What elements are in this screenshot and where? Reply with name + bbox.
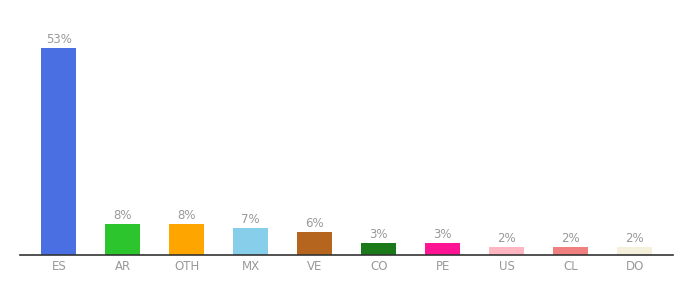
Text: 3%: 3% bbox=[434, 228, 452, 241]
Bar bbox=[41, 48, 76, 255]
Bar bbox=[105, 224, 140, 255]
Bar bbox=[425, 243, 460, 255]
Text: 2%: 2% bbox=[562, 232, 580, 245]
Bar bbox=[233, 228, 269, 255]
Text: 8%: 8% bbox=[177, 209, 196, 222]
Text: 7%: 7% bbox=[241, 213, 260, 226]
Text: 2%: 2% bbox=[498, 232, 516, 245]
Bar bbox=[554, 247, 588, 255]
Bar bbox=[617, 247, 652, 255]
Text: 2%: 2% bbox=[626, 232, 644, 245]
Bar bbox=[489, 247, 524, 255]
Text: 3%: 3% bbox=[369, 228, 388, 241]
Bar bbox=[297, 232, 333, 255]
Bar bbox=[361, 243, 396, 255]
Text: 8%: 8% bbox=[114, 209, 132, 222]
Text: 6%: 6% bbox=[305, 217, 324, 230]
Bar bbox=[169, 224, 205, 255]
Text: 53%: 53% bbox=[46, 33, 71, 46]
